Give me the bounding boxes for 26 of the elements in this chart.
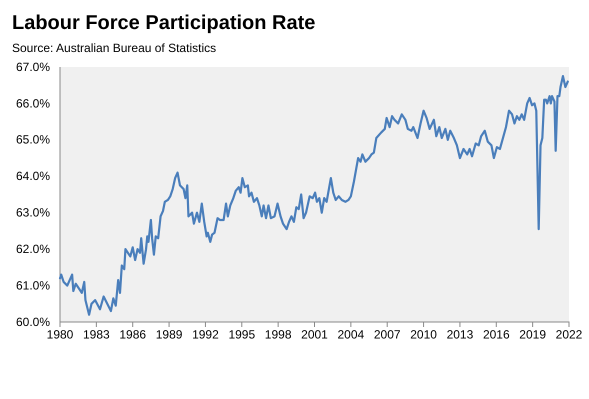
y-tick-label: 60.0% (16, 314, 50, 329)
x-tick-label: 1986 (119, 328, 146, 342)
chart-title: Labour Force Participation Rate (12, 12, 316, 34)
x-tick-label: 2007 (374, 328, 401, 342)
line-series (58, 75, 569, 316)
x-tick-label: 1983 (83, 328, 110, 342)
x-tick-label: 2022 (556, 328, 583, 342)
x-tick-label: 2013 (446, 328, 474, 342)
y-tick-label: 67.0% (16, 60, 50, 74)
x-tick-label: 1995 (228, 328, 256, 342)
x-tick-label: 2016 (482, 328, 510, 342)
y-tick-label: 62.0% (16, 242, 50, 256)
x-tick-label: 2019 (519, 328, 546, 342)
y-tick-label: 61.0% (16, 278, 50, 292)
chart-subtitle: Source: Australian Bureau of Statistics (12, 41, 216, 55)
y-tick-label: 64.0% (16, 169, 50, 184)
x-tick-label: 1992 (192, 328, 220, 342)
x-tick-label: 1998 (264, 328, 292, 342)
x-tick-label: 2010 (410, 328, 438, 342)
x-tick-label: 2004 (338, 328, 365, 342)
x-tick-label: 2001 (301, 328, 328, 342)
x-tick-label: 1989 (156, 328, 183, 342)
y-tick-label: 65.0% (16, 132, 50, 147)
x-tick-label: 1980 (46, 328, 74, 342)
y-tick-label: 66.0% (16, 96, 50, 110)
y-tick-label: 63.0% (16, 206, 50, 220)
